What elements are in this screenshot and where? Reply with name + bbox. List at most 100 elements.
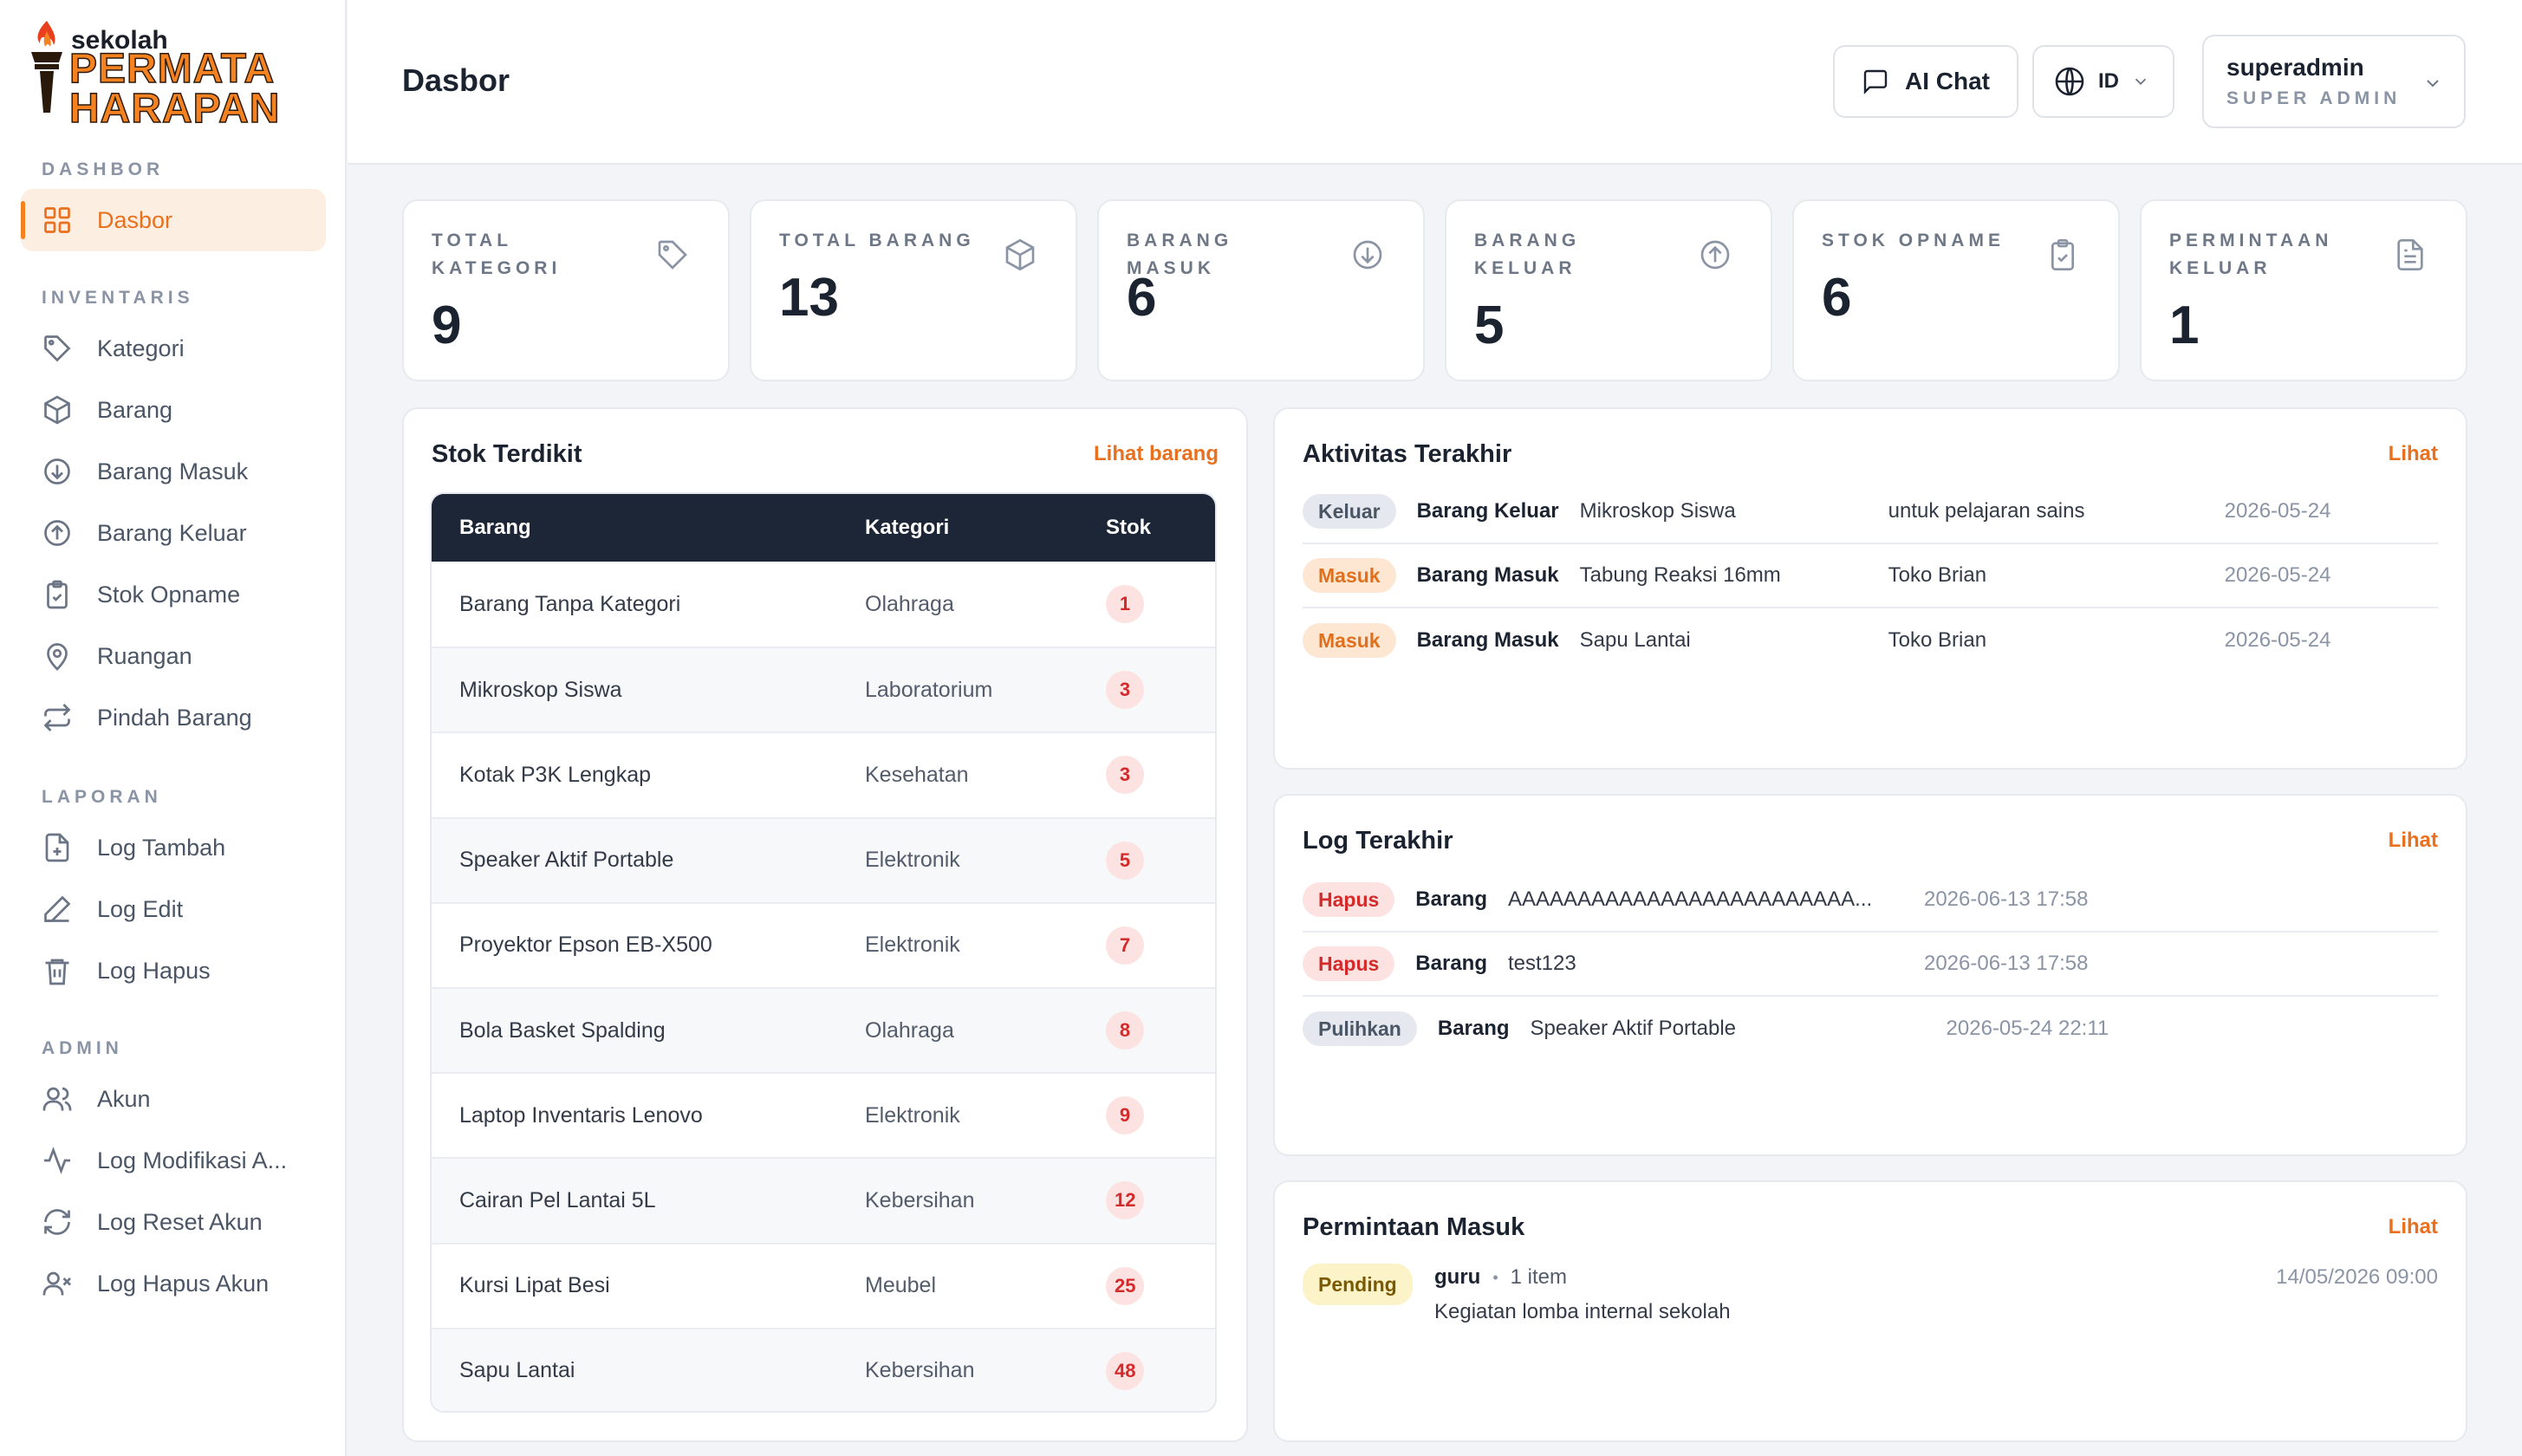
log-item: Speaker Aktif Portable — [1530, 1017, 1737, 1040]
school-logo[interactable]: sekolah PERMATA HARAPAN — [28, 19, 288, 130]
box-icon — [44, 395, 70, 425]
recent-activity-panel: Aktivitas Terakhir Lihat Keluar Barang K… — [1273, 407, 2467, 770]
sidebar-item-log-hapus-akun[interactable]: Log Hapus Akun — [21, 1252, 326, 1315]
sidebar-item-barang-keluar[interactable]: Barang Keluar — [21, 502, 326, 564]
recent-log-panel: Log Terakhir Lihat Hapus Barang AAAAAAAA… — [1273, 794, 2467, 1156]
tag-icon — [44, 335, 71, 362]
sidebar-item-ruangan[interactable]: Ruangan — [21, 625, 326, 687]
stock-badge: 9 — [1106, 1096, 1144, 1135]
view-items-link[interactable]: Lihat barang — [1093, 442, 1219, 465]
panel-title: Aktivitas Terakhir — [1303, 440, 1512, 468]
sidebar-item-kategori[interactable]: Kategori — [21, 317, 326, 380]
chevron-down-icon — [2427, 80, 2439, 88]
log-entity: Barang — [1437, 1017, 1510, 1040]
type-badge: Masuk — [1303, 623, 1396, 658]
panel-title: Log Terakhir — [1303, 827, 1453, 855]
item-category: Kebersihan — [865, 1358, 975, 1383]
sidebar-item-stok-opname[interactable]: Stok Opname — [21, 563, 326, 626]
sidebar-item-pindah-barang[interactable]: Pindah Barang — [21, 686, 326, 749]
activity-item: Tabung Reaksi 16mm — [1579, 563, 1781, 587]
sidebar-item-log-edit[interactable]: Log Edit — [21, 878, 326, 940]
sidebar-item-akun[interactable]: Akun — [21, 1068, 326, 1130]
stat-card-stok-opname[interactable]: STOK OPNAME 6 — [1792, 199, 2120, 381]
activity-row[interactable]: Masuk Barang Masuk Sapu Lantai Toko Bria… — [1303, 608, 2438, 673]
item-name: Kursi Lipat Besi — [459, 1273, 610, 1298]
arrow-up-circle-icon — [44, 520, 70, 546]
log-row[interactable]: Hapus Barang AAAAAAAAAAAAAAAAAAAAAAAAA..… — [1303, 868, 2438, 933]
table-row[interactable]: Laptop Inventaris Lenovo Elektronik 9 — [432, 1072, 1215, 1157]
sidebar-item-log-modifikasi-akun[interactable]: Log Modifikasi A... — [21, 1129, 326, 1192]
user-role: SUPER ADMIN — [2226, 88, 2402, 108]
request-item[interactable]: Pending guru • 1 item Kegiatan lomba int… — [1303, 1264, 2438, 1350]
table-row[interactable]: Cairan Pel Lantai 5L Kebersihan 12 — [432, 1157, 1215, 1243]
view-log-link[interactable]: Lihat — [2388, 829, 2438, 852]
activity-type: Barang Masuk — [1416, 628, 1559, 652]
language-selector[interactable]: ID — [2032, 45, 2174, 118]
log-row[interactable]: Pulihkan Barang Speaker Aktif Portable 2… — [1303, 997, 2438, 1061]
stat-value: 1 — [2169, 296, 2200, 355]
activity-icon — [44, 1147, 70, 1174]
sidebar-item-barang[interactable]: Barang — [21, 379, 326, 441]
table-row[interactable]: Barang Tanpa Kategori Olahraga 1 — [432, 562, 1215, 647]
activity-row[interactable]: Keluar Barang Keluar Mikroskop Siswa unt… — [1303, 480, 2438, 544]
table-row[interactable]: Proyektor Epson EB-X500 Elektronik 7 — [432, 901, 1215, 987]
stat-card-total-barang[interactable]: TOTAL BARANG 13 — [750, 199, 1077, 381]
view-activity-link[interactable]: Lihat — [2388, 442, 2438, 465]
item-category: Elektronik — [865, 1102, 960, 1128]
item-name: Bola Basket Spalding — [459, 1017, 666, 1043]
clipboard-check-icon — [47, 580, 68, 609]
stat-card-permintaan-keluar[interactable]: PERMINTAAN KELUAR 1 — [2140, 199, 2467, 381]
table-row[interactable]: Mikroskop Siswa Laboratorium 3 — [432, 647, 1215, 732]
column-header-barang: Barang — [459, 516, 531, 539]
sidebar-item-label: Ruangan — [97, 642, 192, 669]
file-plus-icon — [45, 833, 69, 862]
sidebar-item-label: Pindah Barang — [97, 704, 252, 731]
grid-icon — [44, 207, 70, 233]
action-badge: Pulihkan — [1303, 1011, 1417, 1046]
user-menu[interactable]: superadmin SUPER ADMIN — [2202, 35, 2466, 128]
message-square-icon — [1863, 69, 1888, 94]
stock-badge: 48 — [1106, 1351, 1145, 1390]
activity-note: Toko Brian — [1888, 628, 1987, 652]
arrow-down-circle-icon — [1353, 240, 1382, 270]
trash-icon — [45, 959, 69, 985]
sidebar-item-dasbor[interactable]: Dasbor — [21, 189, 326, 251]
table-row[interactable]: Bola Basket Spalding Olahraga 8 — [432, 986, 1215, 1073]
table-row[interactable]: Speaker Aktif Portable Elektronik 5 — [432, 816, 1215, 902]
table-row[interactable]: Sapu Lantai Kebersihan 48 — [432, 1327, 1215, 1411]
logo-small-text: sekolah — [71, 26, 168, 55]
stock-badge: 25 — [1106, 1266, 1145, 1305]
ai-chat-button[interactable]: AI Chat — [1833, 45, 2018, 118]
item-category: Kebersihan — [865, 1187, 975, 1212]
stat-card-barang-masuk[interactable]: BARANG MASUK 6 — [1097, 199, 1425, 381]
sidebar-item-label: Log Tambah — [97, 834, 226, 861]
sidebar-item-log-tambah[interactable]: Log Tambah — [21, 816, 326, 879]
table-row[interactable]: Kursi Lipat Besi Meubel 25 — [432, 1242, 1215, 1328]
stat-value: 5 — [1474, 296, 1505, 355]
item-category: Kesehatan — [865, 762, 969, 787]
file-text-icon — [2397, 239, 2423, 270]
sidebar-item-barang-masuk[interactable]: Barang Masuk — [21, 440, 326, 503]
request-count: 1 item — [1510, 1265, 1567, 1289]
map-pin-icon — [47, 643, 68, 671]
item-name: Mikroskop Siswa — [459, 677, 622, 702]
ai-chat-label: AI Chat — [1905, 68, 1990, 94]
sidebar-item-label: Akun — [97, 1085, 151, 1112]
log-entity: Barang — [1415, 952, 1487, 975]
language-label: ID — [2098, 69, 2119, 93]
sidebar: sekolah PERMATA HARAPAN DASHBOR Dasbor I… — [0, 0, 347, 1456]
table-row[interactable]: Kotak P3K Lengkap Kesehatan 3 — [432, 731, 1215, 816]
stat-label: BARANG MASUK — [1127, 231, 1233, 278]
stat-card-total-kategori[interactable]: TOTAL KATEGORI 9 — [402, 199, 730, 381]
stock-badge: 8 — [1106, 1011, 1144, 1050]
item-category: Laboratorium — [865, 677, 993, 702]
stat-card-barang-keluar[interactable]: BARANG KELUAR 5 — [1445, 199, 1772, 381]
section-admin: ADMIN — [42, 1038, 123, 1058]
view-requests-link[interactable]: Lihat — [2388, 1215, 2438, 1238]
sidebar-item-log-hapus[interactable]: Log Hapus — [21, 939, 326, 1002]
section-inventaris: INVENTARIS — [42, 288, 194, 308]
section-dashbor: DASHBOR — [42, 159, 165, 179]
sidebar-item-log-reset-akun[interactable]: Log Reset Akun — [21, 1191, 326, 1253]
activity-row[interactable]: Masuk Barang Masuk Tabung Reaksi 16mm To… — [1303, 544, 2438, 608]
log-row[interactable]: Hapus Barang test123 2026-06-13 17:58 — [1303, 933, 2438, 997]
